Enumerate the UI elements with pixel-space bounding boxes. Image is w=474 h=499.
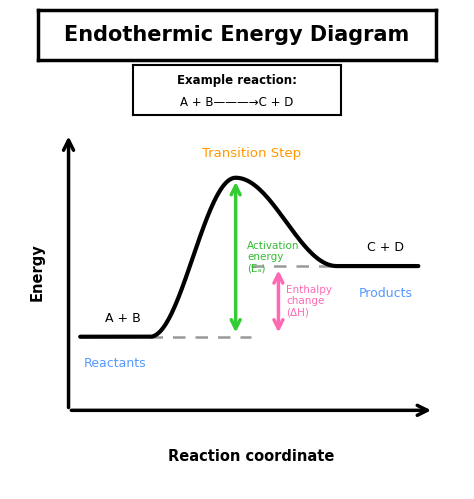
Text: Reaction coordinate: Reaction coordinate bbox=[168, 449, 335, 464]
Text: Energy: Energy bbox=[30, 243, 45, 301]
Text: Activation
energy
(Eₐ): Activation energy (Eₐ) bbox=[247, 241, 300, 274]
Text: Example reaction:: Example reaction: bbox=[177, 74, 297, 87]
Text: A + B———→C + D: A + B———→C + D bbox=[180, 96, 294, 109]
Text: Enthalpy
change
(ΔH): Enthalpy change (ΔH) bbox=[286, 285, 332, 318]
Text: A + B: A + B bbox=[105, 312, 141, 325]
Text: C + D: C + D bbox=[367, 242, 404, 254]
Text: Products: Products bbox=[358, 286, 412, 300]
Text: Transition Step: Transition Step bbox=[201, 147, 301, 160]
Text: Endothermic Energy Diagram: Endothermic Energy Diagram bbox=[64, 25, 410, 45]
Text: Reactants: Reactants bbox=[84, 357, 146, 370]
